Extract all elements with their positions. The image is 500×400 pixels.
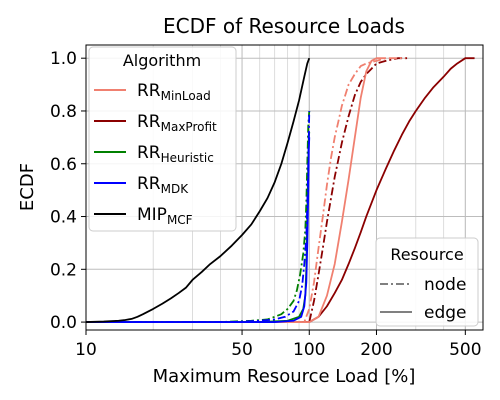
y-tick-label: 1.0 (50, 49, 77, 69)
algorithm-legend: Algorithm RRMinLoadRRMaxProfitRRHeuristi… (88, 46, 237, 232)
series-line-heuristic-node (86, 110, 311, 323)
y-tick-label: 0.0 (50, 313, 77, 333)
legend-label-subscript: MaxProfit (161, 120, 217, 134)
resource-legend-box (375, 237, 479, 327)
legend-label-base: RR (137, 143, 161, 163)
x-tick-label: 10 (75, 340, 97, 360)
algorithm-legend-label: MIPMCF (137, 205, 193, 227)
series-line-minload-node (86, 57, 406, 323)
algorithm-legend-label: RRMDK (137, 174, 189, 196)
resource-legend: Resource node edge (375, 237, 479, 327)
resource-legend-label: node (424, 275, 466, 295)
series-lines (85, 57, 475, 323)
legend-label-subscript: MCF (167, 213, 193, 227)
y-tick-label: 0.4 (50, 208, 77, 228)
resource-legend-title: Resource (390, 245, 463, 264)
legend-label-base: RR (137, 174, 161, 194)
x-tick-label: 500 (449, 340, 481, 360)
chart-title: ECDF of Resource Loads (163, 14, 405, 38)
x-tick-label: 200 (360, 340, 392, 360)
resource-legend-label: edge (424, 303, 467, 323)
x-tick-label: 100 (293, 340, 325, 360)
x-axis-label: Maximum Resource Load [%] (153, 366, 416, 387)
algorithm-legend-label: RRHeuristic (137, 143, 214, 165)
series-line-minload-edge (86, 57, 386, 323)
plot-frame (85, 44, 484, 331)
x-tick-label: 50 (231, 340, 253, 360)
series-line-maxprofit-node (86, 57, 410, 323)
legend-label-base: MIP (137, 205, 167, 225)
legend-label-subscript: Heuristic (161, 151, 214, 165)
legend-label-base: RR (137, 81, 161, 101)
series-line-maxprofit-edge (86, 57, 475, 323)
algorithm-legend-label: RRMaxProfit (137, 112, 217, 134)
series-line-mdk-edge (86, 137, 311, 323)
series-line-mcf-edge (85, 57, 311, 323)
legend-label-subscript: MDK (161, 182, 190, 196)
y-tick-label: 0.6 (50, 155, 77, 175)
y-axis-label: ECDF (17, 163, 38, 211)
y-tick-label: 0.8 (50, 102, 77, 122)
algorithm-legend-label: RRMinLoad (137, 81, 211, 103)
algorithm-legend-title: Algorithm (123, 51, 201, 70)
algorithm-legend-box (88, 46, 237, 232)
legend-label-base: RR (137, 112, 161, 132)
y-tick-label: 0.2 (50, 260, 77, 280)
y-axis-ticks: 0.0 0.2 0.4 0.6 0.8 1.0 (50, 49, 86, 333)
legend-label-subscript: MinLoad (161, 89, 211, 103)
x-axis-ticks: 10 50 100 200 500 (75, 330, 482, 360)
